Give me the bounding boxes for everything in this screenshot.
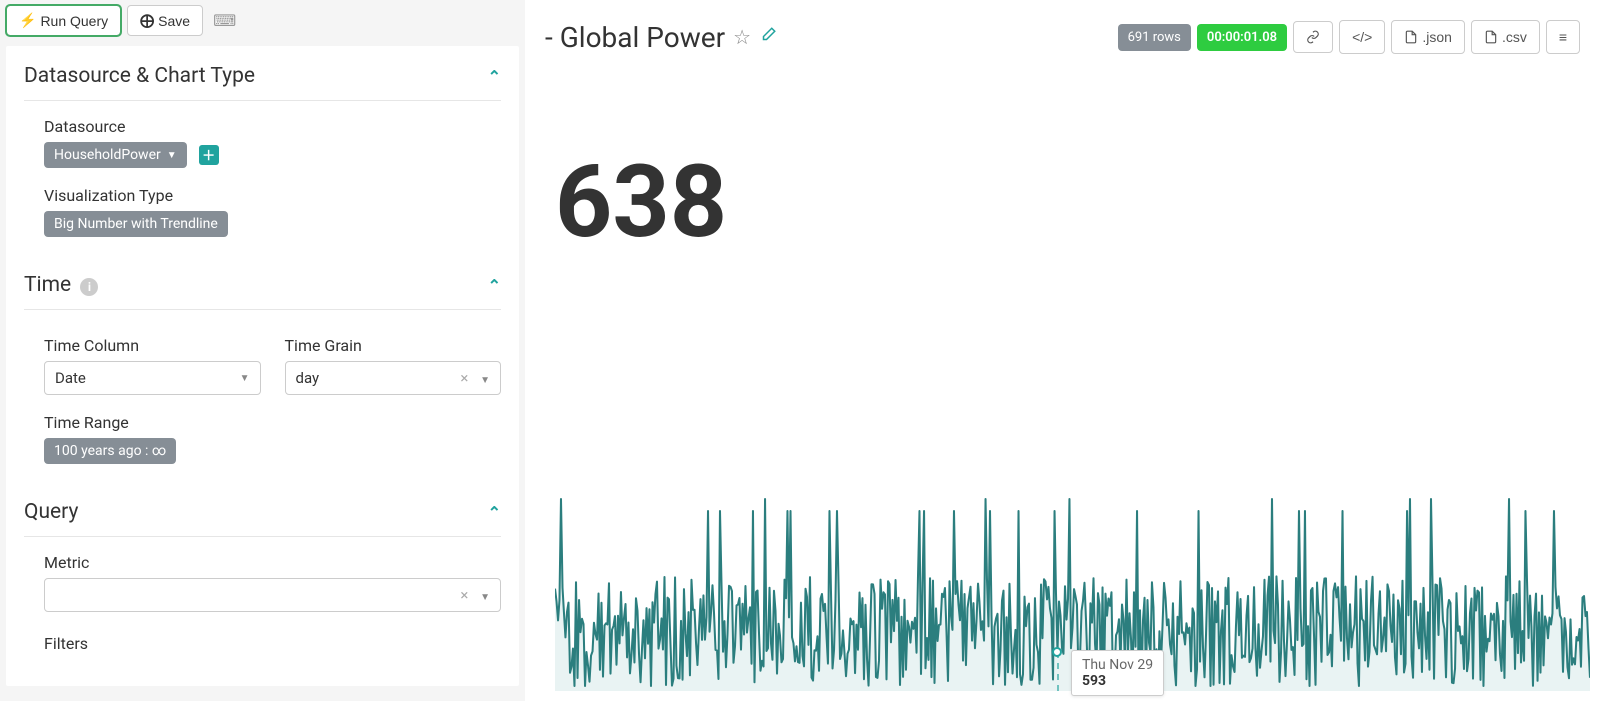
section-time: Time i ⌃ Time Column Date ▼ Time Grain — [6, 255, 519, 482]
section-time-header[interactable]: Time i ⌃ — [24, 265, 501, 310]
hover-guide-line — [1057, 652, 1059, 691]
embed-button[interactable]: </> — [1339, 20, 1385, 54]
timecolumn-value: Date — [55, 369, 86, 387]
rows-badge: 691 rows — [1118, 24, 1191, 51]
bolt-icon: ⚡ — [19, 12, 36, 29]
triangle-down-icon: ▼ — [480, 592, 490, 603]
hover-guide-dot — [1052, 647, 1062, 657]
section-datasource-header[interactable]: Datasource & Chart Type ⌃ — [24, 56, 501, 101]
timerange-select[interactable]: 100 years ago : ∞ — [44, 438, 176, 464]
timegrain-value: day — [296, 369, 320, 387]
top-toolbar: ⚡ Run Query ⨁ Save ⌨ — [0, 0, 525, 46]
export-csv-button[interactable]: .csv — [1471, 20, 1540, 54]
visualization-panel: - Global Power ☆ 691 rows 00:00:01.08 </… — [525, 0, 1600, 701]
datasource-label: Datasource — [44, 117, 501, 136]
star-icon[interactable]: ☆ — [733, 25, 751, 49]
timing-badge: 00:00:01.08 — [1197, 24, 1287, 51]
clear-icon[interactable]: × — [460, 586, 468, 604]
save-button[interactable]: ⨁ Save — [127, 5, 203, 36]
link-icon — [1306, 30, 1320, 44]
big-number: 638 — [525, 54, 1600, 261]
section-time-title: Time — [24, 273, 71, 297]
caret-down-icon: ▼ — [167, 150, 177, 161]
triangle-down-icon: ▼ — [480, 375, 490, 386]
chevron-up-icon: ⌃ — [488, 503, 501, 522]
run-query-label: Run Query — [40, 13, 108, 29]
save-label: Save — [158, 13, 190, 29]
hamburger-icon: ≡ — [1559, 29, 1567, 45]
clear-icon[interactable]: × — [460, 369, 468, 387]
export-csv-label: .csv — [1502, 29, 1527, 45]
edit-icon[interactable] — [759, 26, 777, 49]
chevron-up-icon: ⌃ — [488, 67, 501, 86]
chart-tooltip: Thu Nov 29 593 — [1071, 650, 1164, 696]
vis-header: - Global Power ☆ 691 rows 00:00:01.08 </… — [525, 0, 1600, 54]
timerange-label: Time Range — [44, 413, 501, 432]
file-icon — [1484, 30, 1498, 44]
chart-title-area: - Global Power ☆ — [545, 21, 777, 54]
keyboard-icon[interactable]: ⌨ — [213, 11, 236, 30]
section-datasource: Datasource & Chart Type ⌃ Datasource Hou… — [6, 46, 519, 255]
triangle-down-icon: ▼ — [240, 373, 250, 384]
section-query-header[interactable]: Query ⌃ — [24, 492, 501, 537]
section-query-title: Query — [24, 500, 78, 524]
file-icon — [1404, 30, 1418, 44]
timerange-value: 100 years ago : ∞ — [54, 443, 166, 459]
timegrain-label: Time Grain — [285, 336, 502, 355]
filters-label: Filters — [44, 634, 501, 653]
timecolumn-label: Time Column — [44, 336, 261, 355]
control-panel: ⚡ Run Query ⨁ Save ⌨ Datasource & Chart … — [0, 0, 525, 701]
viztype-label: Visualization Type — [44, 186, 501, 205]
metric-label: Metric — [44, 553, 501, 572]
chart-title: Global Power — [560, 21, 725, 54]
section-datasource-title: Datasource & Chart Type — [24, 64, 255, 88]
vis-header-right: 691 rows 00:00:01.08 </> .json .csv ≡ — [1118, 20, 1580, 54]
tooltip-value: 593 — [1082, 673, 1153, 689]
viztype-value: Big Number with Trendline — [54, 216, 218, 232]
datasource-select[interactable]: HouseholdPower ▼ — [44, 142, 187, 168]
section-query: Query ⌃ Metric × ▼ Filters — [6, 482, 519, 677]
run-query-button[interactable]: ⚡ Run Query — [6, 5, 121, 36]
metric-select[interactable]: × ▼ — [44, 578, 501, 612]
permalink-button[interactable] — [1293, 21, 1333, 53]
menu-button[interactable]: ≡ — [1546, 20, 1580, 54]
export-json-button[interactable]: .json — [1391, 20, 1465, 54]
timegrain-select[interactable]: day × ▼ — [285, 361, 502, 395]
info-icon[interactable]: i — [80, 278, 98, 296]
config-scroll[interactable]: Datasource & Chart Type ⌃ Datasource Hou… — [6, 46, 519, 686]
trendline-chart: Thu Nov 29 593 — [555, 491, 1590, 691]
code-icon: </> — [1352, 29, 1372, 45]
chart-title-prefix: - — [545, 21, 560, 54]
timecolumn-select[interactable]: Date ▼ — [44, 361, 261, 395]
viztype-select[interactable]: Big Number with Trendline — [44, 211, 228, 237]
export-json-label: .json — [1422, 29, 1452, 45]
plus-circle-icon: ⨁ — [140, 12, 154, 29]
tooltip-date: Thu Nov 29 — [1082, 657, 1153, 673]
add-datasource-button[interactable]: ＋ — [199, 145, 219, 165]
datasource-value: HouseholdPower — [54, 147, 161, 163]
chevron-up-icon: ⌃ — [488, 276, 501, 295]
